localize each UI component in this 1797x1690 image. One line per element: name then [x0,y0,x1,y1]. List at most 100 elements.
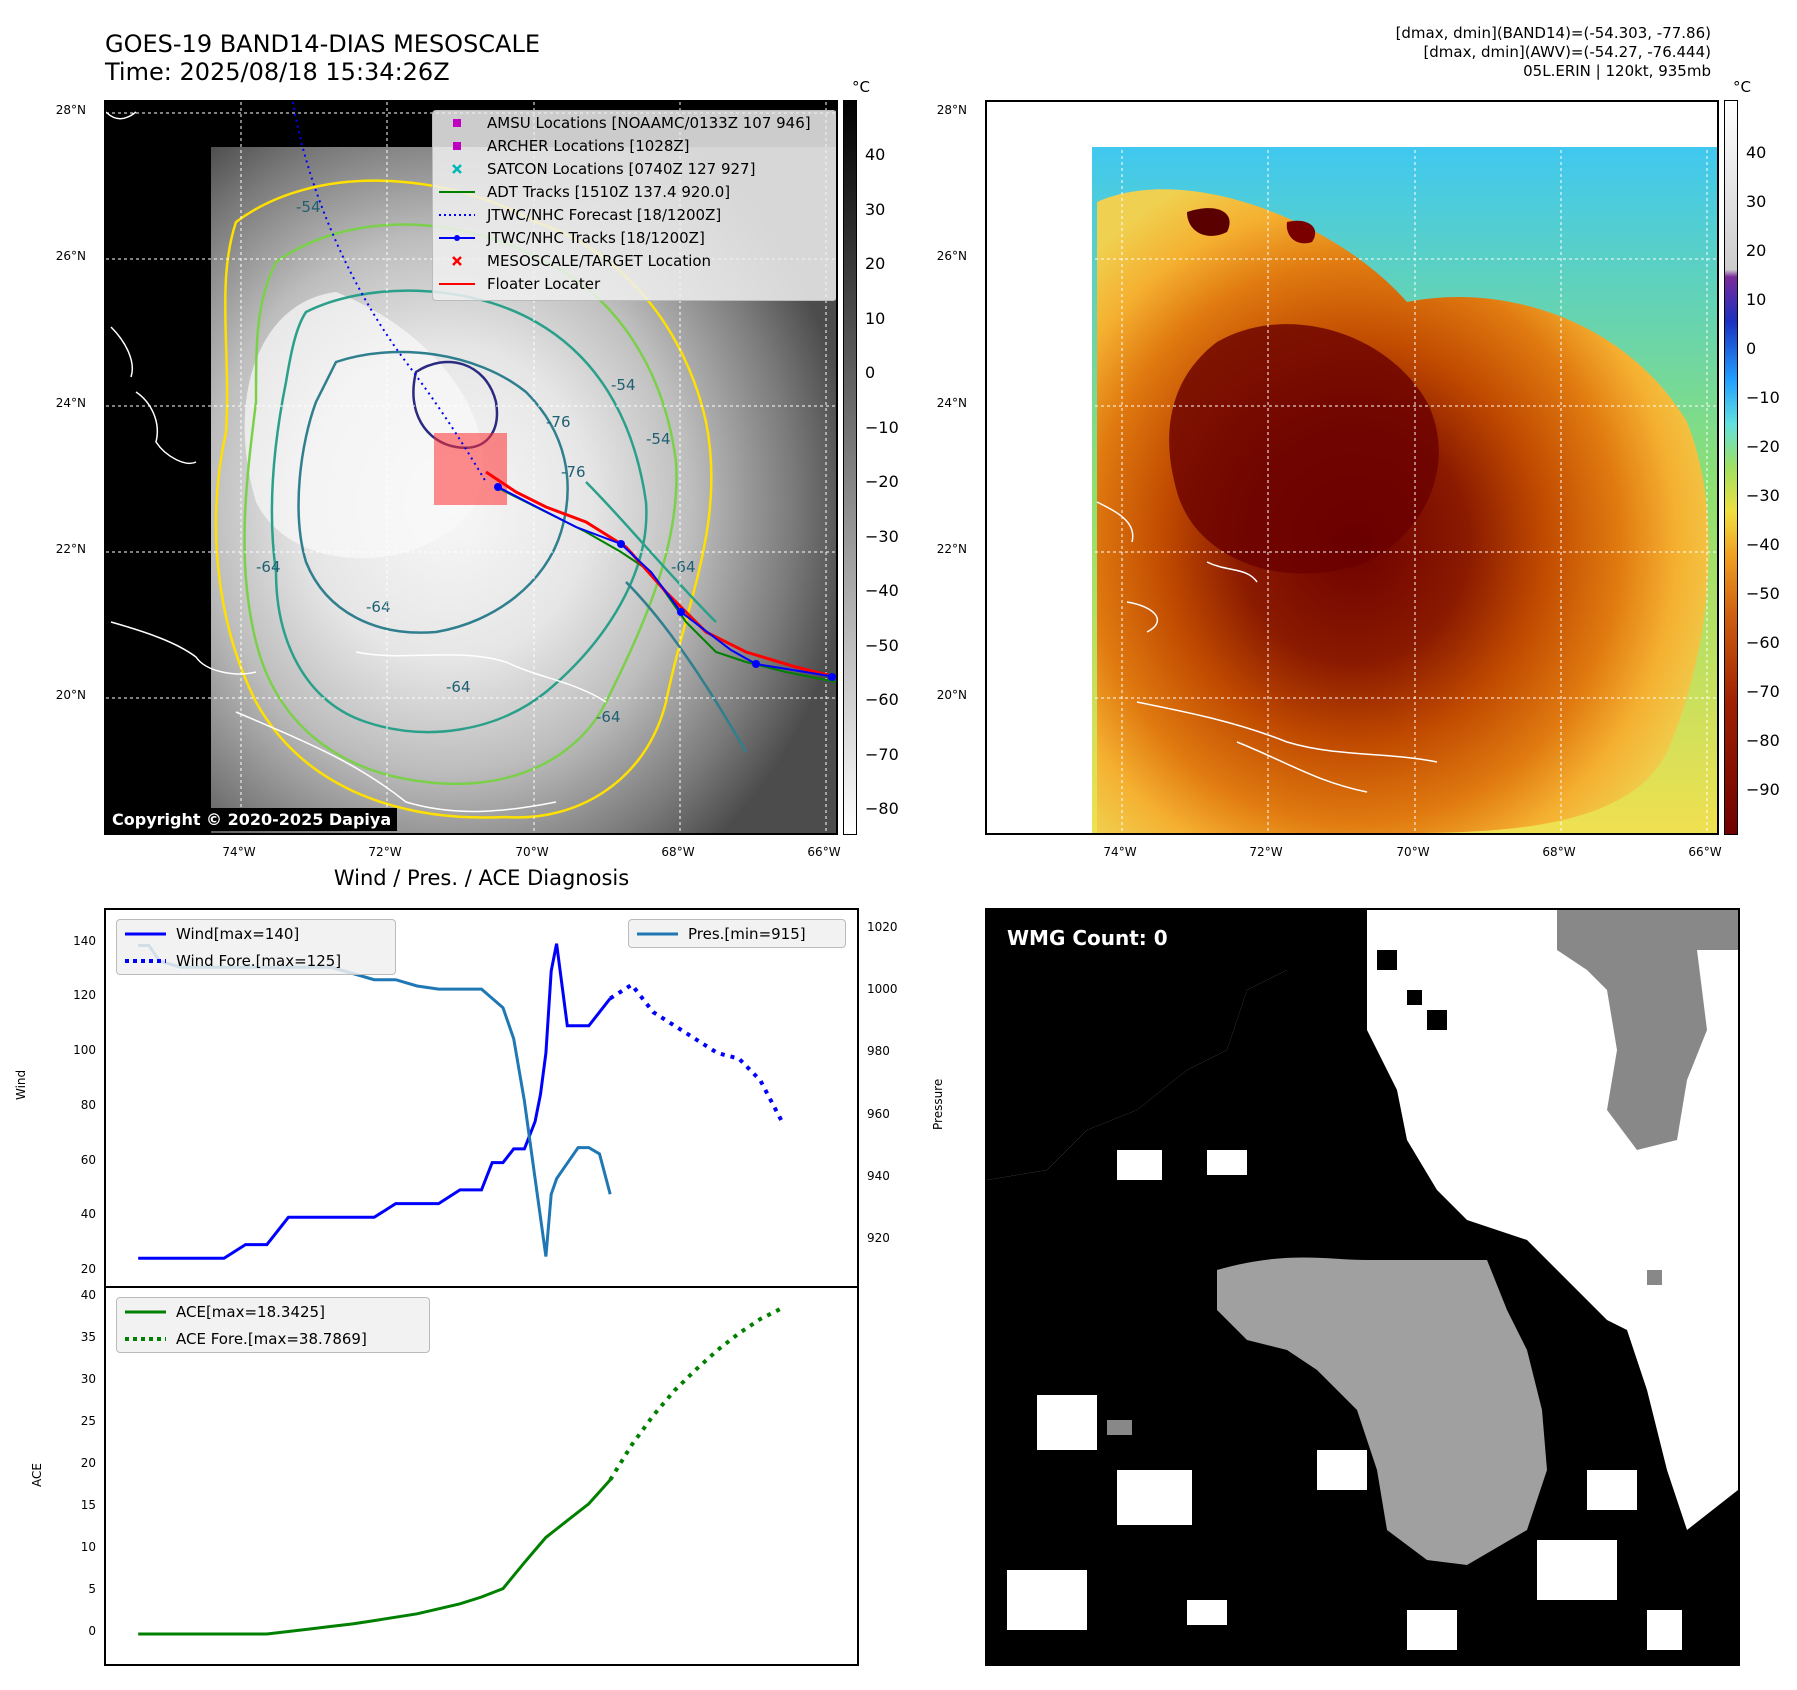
contour-label: -64 [256,558,281,576]
contour-label: -64 [596,708,621,726]
legend-pres: Pres.[min=915] [629,920,845,947]
lon-tick-label: 66°W [807,845,841,859]
legend-wind-fore-swatch [125,958,166,963]
legend-ace-fore: ACE Fore.[max=38.7869] [117,1325,429,1352]
wind-pressure-panel: Wind[max=140] Wind Fore.[max=125] Pres.[… [104,908,859,1287]
colorbar-tick-label: 40 [865,145,886,164]
lat-tick-label: 28°N [936,103,967,117]
coastlines [106,111,607,813]
band14-map-panel: -54 -54 -64 -64 -76 -76 -64 -64 -64 -54 [104,100,838,835]
colorbar-tick-label: −60 [865,690,899,709]
contour-label: -76 [546,413,571,431]
contour-label: -64 [446,678,471,696]
legend-wind-swatch [125,932,166,935]
lat-tick-label: 20°N [55,688,86,702]
legend-pres-swatch [637,932,678,935]
contour-label: -64 [671,558,696,576]
diagnosis-title: Wind / Pres. / ACE Diagnosis [333,866,630,890]
map-legend-item: SATCON Locations [0740Z 127 927] [437,157,832,180]
pressure-legend: Pres.[min=915] [628,919,846,948]
wind-tick-label: 120 [73,988,96,1003]
wmg-panel: WMG Count: 0 [985,908,1740,1666]
lon-tick-label: 72°W [368,845,402,859]
map-legend: AMSU Locations [NOAAMC/0133Z 107 946] ARC… [432,110,836,301]
wind-tick-label: 60 [80,1152,96,1167]
ace-tick-label: 10 [80,1540,96,1554]
lon-tick-label: 74°W [222,845,256,859]
title-line-1: GOES-19 BAND14-DIAS MESOSCALE [105,30,541,58]
ace-tick-label: 40 [80,1288,96,1302]
map-legend-label: JTWC/NHC Tracks [18/1200Z] [487,228,705,247]
lat-tick-label: 22°N [55,542,86,556]
colorbar-tick-label: −30 [1746,486,1780,505]
map-legend-label: JTWC/NHC Forecast [18/1200Z] [487,205,722,224]
colorbar-tick-label: −70 [1746,682,1780,701]
map-legend-item: AMSU Locations [NOAAMC/0133Z 107 946] [437,111,832,134]
wind-legend: Wind[max=140] Wind Fore.[max=125] [116,919,396,975]
colorbar-tick-label: −10 [865,417,899,437]
legend-wind-fore-label: Wind Fore.[max=125] [176,951,342,970]
pressure-tick-label: 960 [867,1106,890,1121]
floater-track [485,470,836,679]
dotted-line-icon [439,213,475,216]
wmg-image [987,910,1738,1664]
lat-tick-label: 22°N [936,542,967,556]
line-dot-icon [439,234,475,241]
map-legend-item: ARCHER Locations [1028Z] [437,134,832,157]
lon-tick-label: 72°W [1249,845,1283,859]
legend-wind-label: Wind[max=140] [176,924,300,943]
coastlines [1096,501,1438,793]
ace-tick-label: 20 [80,1456,96,1470]
awv-map-image [987,102,1717,833]
pressure-tick-label: 940 [867,1168,890,1183]
right-colorbar-unit: °C [1733,78,1751,96]
ace-tick-label: 15 [80,1498,96,1512]
contour-label: -76 [561,463,586,481]
info-line-3: 05L.ERIN | 120kt, 935mb [1523,62,1711,80]
legend-pres-label: Pres.[min=915] [688,924,806,943]
wind-series-line [138,943,612,1260]
map-legend-label: SATCON Locations [0740Z 127 927] [487,159,756,178]
jtwc-track [497,486,836,678]
lat-tick-label: 24°N [55,396,86,410]
map-legend-label: ADT Tracks [1510Z 137.4 920.0] [487,182,731,201]
lat-tick-label: 26°N [936,249,967,263]
ace-plot [138,1306,783,1636]
colorbar-tick-label: −80 [865,799,899,818]
contour-label: -64 [366,598,391,616]
square-marker-icon [453,118,461,127]
colorbar-tick-label: 40 [1746,143,1767,162]
lon-tick-label: 66°W [1688,845,1722,859]
lon-tick-label: 68°W [661,845,695,859]
wind-tick-label: 20 [80,1262,96,1276]
lon-tick-label: 68°W [1542,845,1576,859]
pressure-tick-label: 980 [867,1044,890,1059]
ace-tick-label: 0 [88,1624,96,1638]
pressure-tick-label: 1000 [867,982,898,997]
ace-series-line [138,1478,612,1636]
contour-label: -54 [296,198,321,216]
solid-line-icon [439,282,475,285]
colorbar-tick-label: −10 [1746,388,1780,407]
colorbar-tick-label: −30 [865,526,899,546]
copyright-label: Copyright © 2020-2025 Dapiya [106,808,398,831]
lat-tick-label: 24°N [936,396,967,410]
legend-wind: Wind[max=140] [117,920,395,947]
title-line-2: Time: 2025/08/18 15:34:26Z [105,58,450,86]
lon-tick-label: 70°W [515,845,549,859]
wmg-count-label: WMG Count: 0 [999,922,1176,954]
awv-colorbar [1724,100,1738,835]
pressure-tick-label: 1020 [867,920,898,934]
ace-legend: ACE[max=18.3425] ACE Fore.[max=38.7869] [116,1297,430,1353]
lon-tick-label: 70°W [1396,845,1430,859]
colorbar-tick-label: −20 [865,472,899,491]
colorbar-tick-label: −20 [1746,437,1780,456]
map-legend-item: MESOSCALE/TARGET Location [437,249,832,272]
map-legend-item: ADT Tracks [1510Z 137.4 920.0] [437,180,832,203]
x-marker-icon [452,163,462,174]
colorbar-tick-label: −40 [865,581,899,600]
wind-series-forecast-line [609,982,784,1123]
chart-title: GOES-19 BAND14-DIAS MESOSCALE Time: 2025… [105,30,540,86]
wind-tick-label: 40 [80,1207,96,1222]
wind-tick-label: 140 [73,933,96,948]
